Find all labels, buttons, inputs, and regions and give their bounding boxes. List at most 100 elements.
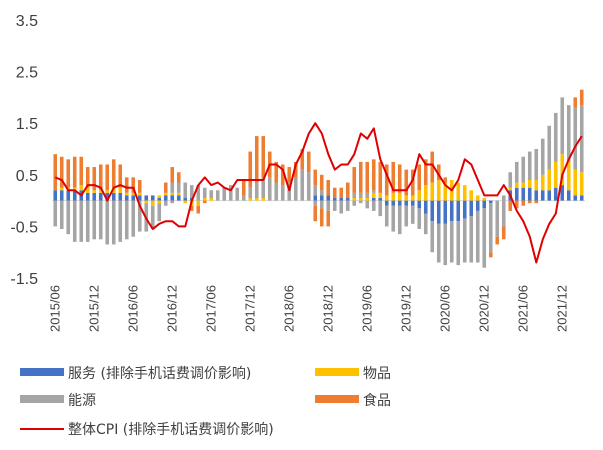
bar-FFC000 xyxy=(410,195,415,201)
bar-4472C4 xyxy=(560,185,565,201)
bar-4472C4 xyxy=(118,192,123,201)
bar-FFC000 xyxy=(475,195,480,201)
bar-negative-A5A5A5 xyxy=(105,200,110,245)
bar-ED7D31 xyxy=(98,164,103,191)
legend-label: 能源 xyxy=(68,393,96,409)
bar-negative-A5A5A5 xyxy=(85,200,90,242)
bar-ED7D31 xyxy=(371,159,376,191)
bar-4472C4 xyxy=(150,195,155,201)
legend-swatch xyxy=(315,395,359,403)
bar-A5A5A5 xyxy=(235,187,240,201)
bar-FFC000 xyxy=(131,192,136,196)
bar-FFC000 xyxy=(254,198,259,201)
bar-negative-ED7D31 xyxy=(495,236,500,245)
bar-negative-A5A5A5 xyxy=(137,200,142,232)
bar-negative-A5A5A5 xyxy=(118,200,123,242)
bar-FFC000 xyxy=(378,192,383,199)
bar-ED7D31 xyxy=(261,136,266,178)
bar-negative-A5A5A5 xyxy=(430,221,435,253)
bar-ED7D31 xyxy=(124,177,129,193)
x-tick-label: 2018/06 xyxy=(281,285,296,332)
bar-FFC000 xyxy=(118,187,123,193)
bar-A5A5A5 xyxy=(228,185,233,201)
bar-FFC000 xyxy=(443,182,448,201)
bar-negative-4472C4 xyxy=(443,200,448,224)
bar-ED7D31 xyxy=(306,151,311,173)
bar-negative-A5A5A5 xyxy=(79,200,84,242)
bar-negative-ED7D31 xyxy=(527,200,532,204)
bar-ED7D31 xyxy=(319,174,324,191)
bar-ED7D31 xyxy=(163,182,168,193)
bar-negative-4472C4 xyxy=(456,200,461,222)
bar-negative-A5A5A5 xyxy=(456,221,461,266)
bar-ED7D31 xyxy=(137,179,142,193)
bar-4472C4 xyxy=(59,190,64,201)
bar-4472C4 xyxy=(514,187,519,201)
bar-FFC000 xyxy=(248,198,253,201)
bar-ED7D31 xyxy=(105,164,110,191)
bar-4472C4 xyxy=(183,198,188,201)
bar-FFC000 xyxy=(482,198,487,201)
bar-4472C4 xyxy=(157,198,162,201)
bar-A5A5A5 xyxy=(261,177,266,199)
bar-ED7D31 xyxy=(430,151,435,183)
y-tick-label: -1.5 xyxy=(10,271,38,288)
bar-negative-A5A5A5 xyxy=(150,205,155,229)
bar-4472C4 xyxy=(176,195,181,201)
x-tick-label: 2019/12 xyxy=(398,285,413,332)
bars xyxy=(53,89,584,268)
bar-negative-A5A5A5 xyxy=(410,205,415,224)
bar-negative-4472C4 xyxy=(462,200,467,219)
bar-negative-ED7D31 xyxy=(189,205,194,211)
bar-A5A5A5 xyxy=(196,185,201,201)
legend-swatch xyxy=(20,395,64,403)
bar-ED7D31 xyxy=(72,156,77,188)
bar-FFC000 xyxy=(547,169,552,191)
bar-FFC000 xyxy=(79,185,84,191)
bar-A5A5A5 xyxy=(365,192,370,199)
bar-negative-A5A5A5 xyxy=(436,223,441,263)
bar-4472C4 xyxy=(378,198,383,201)
bar-negative-A5A5A5 xyxy=(339,200,344,214)
bar-A5A5A5 xyxy=(209,190,214,199)
bar-negative-FFC000 xyxy=(157,200,162,204)
bar-FFC000 xyxy=(462,185,467,201)
bar-FFC000 xyxy=(124,192,129,196)
bar-FFC000 xyxy=(59,187,64,191)
bar-A5A5A5 xyxy=(280,185,285,201)
bar-FFC000 xyxy=(573,169,578,196)
bar-negative-4472C4 xyxy=(410,200,415,206)
bar-FFC000 xyxy=(358,198,363,201)
bar-4472C4 xyxy=(53,190,58,201)
bar-A5A5A5 xyxy=(293,177,298,201)
bar-negative-4472C4 xyxy=(475,200,480,211)
bar-A5A5A5 xyxy=(319,190,324,196)
bar-negative-4472C4 xyxy=(391,200,396,206)
bar-4472C4 xyxy=(163,195,168,201)
bar-negative-ED7D31 xyxy=(326,210,331,227)
bar-negative-A5A5A5 xyxy=(501,200,506,227)
bar-ED7D31 xyxy=(573,97,578,108)
bar-ED7D31 xyxy=(66,159,71,188)
bar-ED7D31 xyxy=(287,167,292,183)
bar-ED7D31 xyxy=(53,154,58,191)
bar-4472C4 xyxy=(111,192,116,201)
bar-4472C4 xyxy=(85,192,90,201)
bar-FFC000 xyxy=(202,198,207,201)
legend-swatch xyxy=(315,368,359,376)
bar-negative-ED7D31 xyxy=(514,200,519,209)
bar-ED7D31 xyxy=(423,159,428,186)
bar-negative-FFC000 xyxy=(150,200,155,206)
x-tick-label: 2015/12 xyxy=(86,285,101,332)
bar-4472C4 xyxy=(72,190,77,201)
bar-negative-A5A5A5 xyxy=(384,205,389,227)
bar-FFC000 xyxy=(365,198,370,201)
bar-A5A5A5 xyxy=(527,151,532,180)
bar-ED7D31 xyxy=(313,169,318,186)
bar-negative-ED7D31 xyxy=(488,252,493,258)
bar-FFC000 xyxy=(560,154,565,186)
bar-A5A5A5 xyxy=(176,182,181,193)
bar-A5A5A5 xyxy=(300,169,305,201)
bar-negative-4472C4 xyxy=(488,200,493,204)
bar-negative-ED7D31 xyxy=(313,205,318,222)
